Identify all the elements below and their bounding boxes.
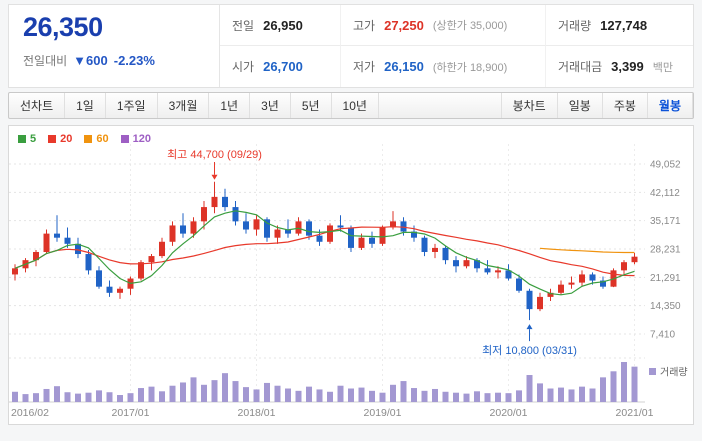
- svg-text:2017/01: 2017/01: [112, 407, 150, 419]
- tab-monthly[interactable]: 월봉: [648, 93, 693, 118]
- svg-text:최고 44,700 (09/29): 최고 44,700 (09/29): [167, 148, 262, 161]
- stat-trading-value: 거래대금 3,399 백만: [545, 46, 693, 87]
- lower-limit-note: (하한가 18,900): [432, 61, 508, 74]
- stat-value: 127,748: [600, 17, 648, 33]
- unit-label: 백만: [652, 61, 673, 74]
- down-arrow-icon: ▼: [73, 53, 87, 68]
- svg-text:최저 10,800 (03/31): 최저 10,800 (03/31): [482, 344, 577, 357]
- legend-label: 120: [132, 133, 151, 145]
- svg-text:14,350: 14,350: [650, 301, 681, 312]
- stat-value: 3,399: [611, 59, 644, 74]
- svg-text:28,231: 28,231: [650, 245, 681, 256]
- ma60-color-swatch: [84, 135, 93, 143]
- svg-text:21,291: 21,291: [650, 273, 681, 284]
- ma5-color-swatch: [18, 135, 26, 143]
- tab-10years[interactable]: 10년: [332, 93, 379, 118]
- change-percent: -2.23%: [113, 53, 155, 68]
- stat-label: 거래량: [558, 18, 592, 33]
- change-amount: 600: [86, 53, 108, 68]
- legend-label: 5: [30, 133, 37, 145]
- svg-text:2018/01: 2018/01: [238, 407, 276, 419]
- quote-stats-table: 전일 26,950 고가 27,250 (상한가 35,000) 거래량 127…: [219, 5, 693, 87]
- stat-high: 고가 27,250 (상한가 35,000): [340, 5, 545, 46]
- stat-label: 시가: [232, 60, 255, 74]
- tab-daily[interactable]: 일봉: [558, 93, 603, 118]
- current-price: 26,350: [23, 12, 103, 42]
- ma-legend: 5 20 60 120: [18, 133, 151, 145]
- svg-text:2016/02: 2016/02: [11, 407, 49, 419]
- upper-limit-note: (상한가 35,000): [432, 20, 508, 32]
- legend-ma120: 120: [120, 133, 151, 145]
- tab-3months[interactable]: 3개월: [158, 93, 210, 118]
- change-label: 전일대비: [23, 54, 68, 68]
- svg-text:42,112: 42,112: [650, 188, 680, 199]
- tab-1day[interactable]: 1일: [65, 93, 106, 118]
- stat-low: 저가 26,150 (하한가 18,900): [340, 46, 545, 87]
- legend-label: 60: [96, 133, 109, 145]
- current-price-block: 26,350 전일대비 ▼600 -2.23%: [9, 5, 219, 87]
- tab-5years[interactable]: 5년: [291, 93, 332, 118]
- chart-panel: 5 20 60 120 49,052 42,112 35,171 28,231 21,2…: [8, 125, 694, 425]
- legend-ma60: 60: [84, 133, 109, 145]
- svg-text:2021/01: 2021/01: [616, 407, 654, 419]
- stat-label: 거래대금: [558, 60, 603, 74]
- stat-prev-close: 전일 26,950: [220, 5, 340, 46]
- price-header: 26,350 전일대비 ▼600 -2.23% 전일 26,950 고가 27,…: [8, 4, 694, 88]
- stat-open: 시가 26,700: [220, 46, 340, 87]
- tab-1year[interactable]: 1년: [209, 93, 251, 118]
- stat-value: 27,250: [384, 17, 424, 33]
- legend-ma20: 20: [48, 133, 72, 145]
- stat-volume: 거래량 127,748: [545, 5, 693, 46]
- tab-3years[interactable]: 3년: [250, 93, 291, 118]
- stat-value: 26,150: [384, 59, 424, 74]
- stat-label: 전일: [232, 18, 255, 33]
- svg-text:7,410: 7,410: [650, 330, 675, 341]
- price-change-row: 전일대비 ▼600 -2.23%: [23, 52, 219, 69]
- stat-value: 26,700: [263, 59, 303, 74]
- chart-toolbar: 선차트 1일 1주일 3개월 1년 3년 5년 10년 봉차트 일봉 주봉 월봉: [8, 92, 694, 119]
- tab-weekly[interactable]: 주봉: [603, 93, 648, 118]
- change-value: ▼600: [73, 53, 108, 68]
- svg-text:2020/01: 2020/01: [490, 407, 528, 419]
- ma20-color-swatch: [48, 135, 57, 143]
- stock-chart-page: 26,350 전일대비 ▼600 -2.23% 전일 26,950 고가 27,…: [8, 4, 694, 425]
- stat-label: 고가: [353, 18, 376, 33]
- tab-1week[interactable]: 1주일: [106, 93, 158, 118]
- price-volume-chart: 49,052 42,112 35,171 28,231 21,291 14,350 7,41…: [9, 144, 688, 419]
- toolbar-spacer: [379, 93, 501, 118]
- svg-text:49,052: 49,052: [650, 160, 681, 171]
- ma120-color-swatch: [120, 135, 129, 143]
- stat-value: 26,950: [263, 17, 303, 33]
- tab-line-chart[interactable]: 선차트: [9, 93, 66, 118]
- svg-text:35,171: 35,171: [650, 216, 681, 227]
- stat-label: 저가: [353, 60, 376, 74]
- svg-text:거래량: 거래량: [660, 367, 688, 379]
- svg-text:2019/01: 2019/01: [364, 407, 402, 419]
- legend-label: 20: [60, 133, 73, 145]
- tab-candle-chart[interactable]: 봉차트: [500, 93, 558, 118]
- legend-ma5: 5: [18, 133, 36, 145]
